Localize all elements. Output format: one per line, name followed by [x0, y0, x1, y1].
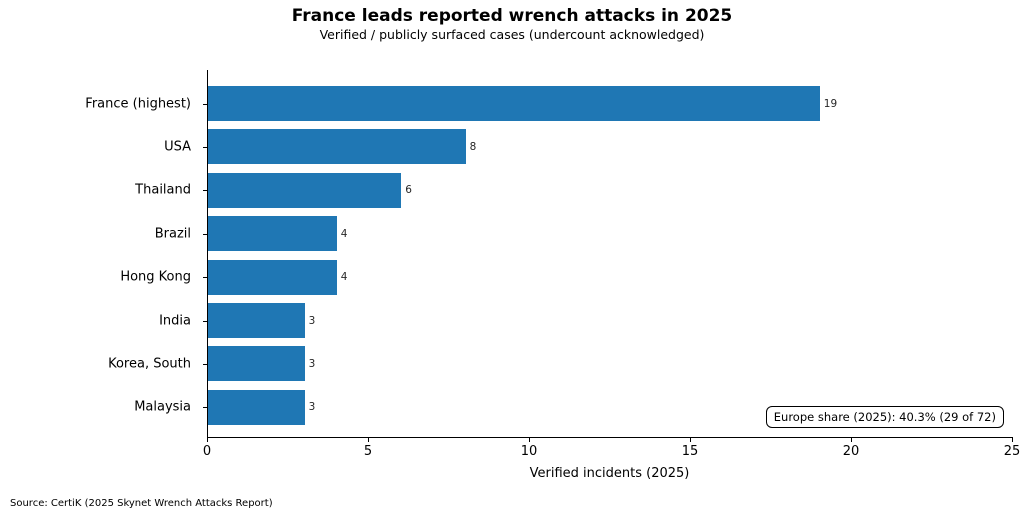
- x-tick-label: 0: [202, 444, 212, 459]
- x-tick-mark: [1012, 438, 1013, 442]
- bar-value-label: 6: [405, 184, 412, 197]
- bar-hong-kong: [208, 259, 337, 295]
- bar-value-label: 8: [469, 140, 477, 153]
- category-label-hong-kong: Hong Kong: [120, 269, 191, 285]
- category-label-usa: USA: [164, 139, 191, 155]
- bar-value-label: 4: [340, 227, 348, 240]
- chart-title: France leads reported wrench attacks in …: [291, 6, 733, 26]
- category-label-brazil: Brazil: [154, 226, 191, 242]
- x-tick-mark: [851, 438, 852, 442]
- x-tick-mark: [207, 438, 208, 442]
- x-axis-label: Verified incidents (2025): [529, 466, 690, 481]
- y-tick-mark: [203, 146, 207, 148]
- plot-area: Europe share (2025): 40.3% (29 of 72) 19…: [203, 70, 1013, 438]
- bar-france-highest: [208, 86, 820, 121]
- category-label-malaysia: Malaysia: [134, 399, 191, 415]
- x-tick-label: 15: [681, 444, 699, 459]
- x-tick-label: 5: [363, 444, 373, 459]
- y-tick-mark: [203, 407, 207, 409]
- bar-brazil: [208, 216, 337, 252]
- bar-malaysia: [208, 389, 305, 425]
- bar-value-label: 3: [308, 314, 316, 327]
- y-tick-mark: [203, 320, 207, 322]
- bar-value-label: 4: [340, 271, 348, 284]
- y-axis-labels: France (highest) USA Thailand Brazil Hong Ko…: [0, 70, 199, 437]
- bar-value-label: 3: [308, 401, 316, 414]
- x-tick-label: 20: [842, 444, 860, 459]
- y-tick-mark: [203, 277, 207, 279]
- y-tick-mark: [203, 190, 207, 192]
- category-label-korea-south: Korea, South: [108, 356, 191, 372]
- x-tick-label: 10: [520, 444, 538, 459]
- bar-korea-south: [208, 346, 305, 382]
- source-note: Source: CertiK (2025 Skynet Wrench Attac…: [10, 498, 273, 509]
- x-tick-mark: [690, 438, 691, 442]
- category-label-france-highest: France (highest): [85, 96, 191, 111]
- chart-subtitle: Verified / publicly surfaced cases (unde…: [319, 27, 705, 42]
- category-label-india: India: [159, 313, 191, 328]
- annotation-box: Europe share (2025): 40.3% (29 of 72): [765, 406, 1004, 428]
- x-tick-mark: [368, 438, 369, 442]
- y-tick-mark: [203, 233, 207, 235]
- bar-value-label: 19: [823, 97, 838, 110]
- y-tick-mark: [203, 363, 207, 365]
- bar-usa: [208, 129, 466, 165]
- category-label-thailand: Thailand: [135, 182, 191, 198]
- x-tick-label: 25: [1003, 444, 1021, 459]
- x-tick-mark: [529, 438, 530, 442]
- bar-value-label: 3: [308, 357, 316, 370]
- bar-thailand: [208, 172, 402, 208]
- bar-india: [208, 303, 305, 338]
- y-tick-mark: [203, 103, 207, 105]
